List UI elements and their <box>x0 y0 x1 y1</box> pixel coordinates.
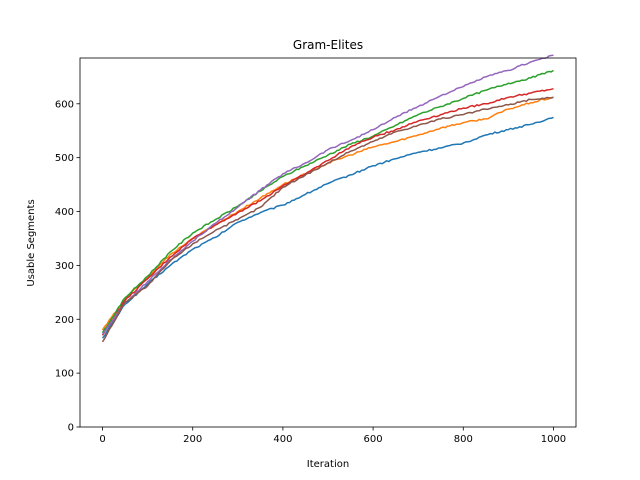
x-tick-label: 800 <box>454 434 473 445</box>
y-tick-label: 300 <box>55 261 74 272</box>
y-tick-label: 0 <box>68 423 74 434</box>
y-tick-label: 500 <box>55 153 74 164</box>
series-line-1 <box>101 116 554 339</box>
y-axis-ticks: 0 100 200 300 400 500 600 <box>55 99 80 434</box>
y-tick-label: 600 <box>55 99 74 110</box>
y-tick-label: 100 <box>55 369 74 380</box>
plot-frame <box>79 57 577 428</box>
x-tick-label: 400 <box>273 434 292 445</box>
x-axis-label: Iteration <box>307 459 349 470</box>
x-tick-label: 1000 <box>541 434 566 445</box>
y-tick-label: 400 <box>55 207 74 218</box>
y-axis-label: Usable Segments <box>26 199 37 286</box>
x-tick-label: 200 <box>183 434 202 445</box>
x-tick-label: 600 <box>364 434 383 445</box>
series-group <box>101 54 554 343</box>
chart-title: Gram-Elites <box>293 38 363 52</box>
y-tick-label: 200 <box>55 315 74 326</box>
series-line-6 <box>101 96 554 343</box>
x-axis-ticks: 0 200 400 600 800 1000 <box>99 427 566 445</box>
series-line-3 <box>101 69 554 334</box>
series-line-4 <box>101 87 554 336</box>
x-tick-label: 0 <box>99 434 105 445</box>
series-line-5 <box>101 54 554 335</box>
